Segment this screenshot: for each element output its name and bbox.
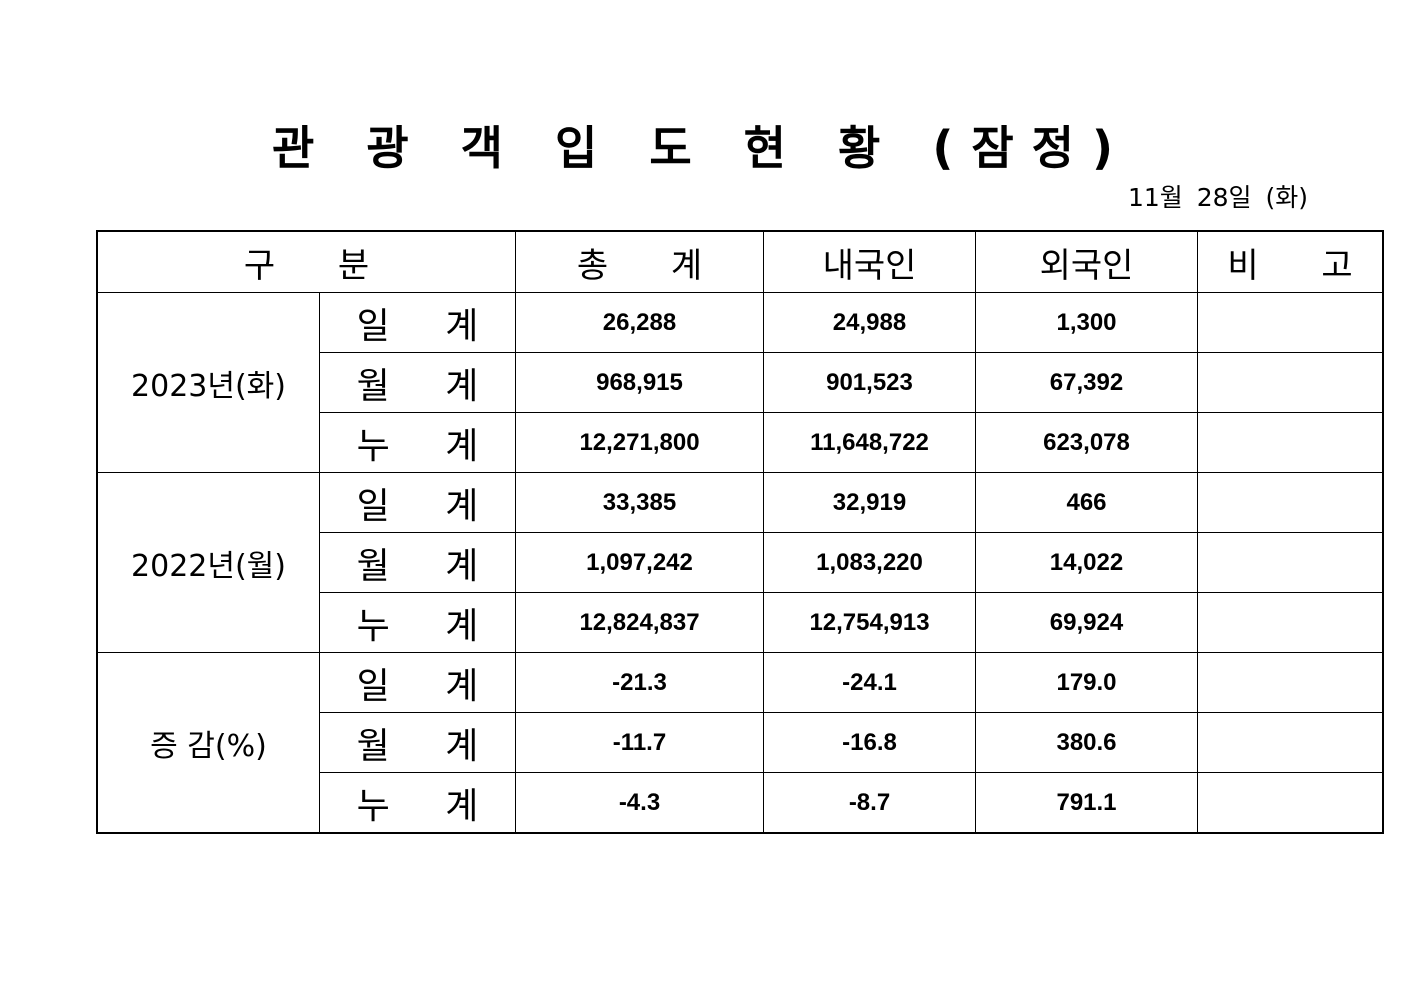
row-label: 일 계 (319, 292, 516, 353)
foreign-cell: 1,300 (975, 292, 1198, 353)
total-cell: 968,915 (515, 352, 764, 413)
row-label: 누 계 (319, 592, 516, 653)
foreign-cell: 623,078 (975, 412, 1198, 473)
domestic-cell: 12,754,913 (763, 592, 976, 653)
domestic-cell: 1,083,220 (763, 532, 976, 593)
foreign-cell: 179.0 (975, 652, 1198, 713)
row-label: 월 계 (319, 532, 516, 593)
group-label: 2022년(월) (96, 472, 320, 653)
table-row: 누 계 -4.3 -8.7 791.1 (97, 772, 1384, 834)
domestic-cell: -24.1 (763, 652, 976, 713)
domestic-cell: 32,919 (763, 472, 976, 533)
domestic-cell: 24,988 (763, 292, 976, 353)
note-cell (1197, 352, 1384, 413)
domestic-cell: -8.7 (763, 772, 976, 834)
header-foreign: 외국인 (975, 230, 1198, 293)
row-label: 누 계 (319, 772, 516, 834)
domestic-cell: -16.8 (763, 712, 976, 773)
domestic-cell: 11,648,722 (763, 412, 976, 473)
note-cell (1197, 472, 1384, 533)
total-cell: -4.3 (515, 772, 764, 834)
total-cell: -11.7 (515, 712, 764, 773)
note-cell (1197, 712, 1384, 773)
note-cell (1197, 532, 1384, 593)
total-cell: 1,097,242 (515, 532, 764, 593)
table-row: 월 계 1,097,242 1,083,220 14,022 (97, 532, 1384, 593)
domestic-cell: 901,523 (763, 352, 976, 413)
row-label: 월 계 (319, 712, 516, 773)
row-label: 일 계 (319, 652, 516, 713)
tourist-arrivals-table: 구 분 총 계 내국인 외국인 비 고 2023년(화) 일 계 26,288 24,… (96, 230, 1384, 834)
header-domestic: 내국인 (763, 230, 976, 293)
table-row: 증 감(%) 일 계 -21.3 -24.1 179.0 (96, 652, 1384, 834)
foreign-cell: 791.1 (975, 772, 1198, 834)
report-date: 11월 28일 (화) (1127, 183, 1308, 212)
total-cell: -21.3 (515, 652, 764, 713)
total-cell: 12,271,800 (515, 412, 764, 473)
table-row: 누 계 12,824,837 12,754,913 69,924 (97, 592, 1384, 653)
row-label: 일 계 (319, 472, 516, 533)
header-note: 비 고 (1197, 230, 1384, 293)
group-label: 2023년(화) (96, 292, 320, 473)
foreign-cell: 466 (975, 472, 1198, 533)
note-cell (1197, 412, 1384, 473)
foreign-cell: 380.6 (975, 712, 1198, 773)
note-cell (1197, 592, 1384, 653)
group-label: 증 감(%) (96, 652, 320, 834)
note-cell (1197, 292, 1384, 353)
total-cell: 26,288 (515, 292, 764, 353)
note-cell (1197, 772, 1384, 834)
header-category: 구 분 (96, 230, 516, 293)
table-row: 월 계 -11.7 -16.8 380.6 (97, 712, 1384, 773)
row-label: 월 계 (319, 352, 516, 413)
table-row: 2022년(월) 일 계 33,385 32,919 466 (96, 472, 1384, 653)
foreign-cell: 69,924 (975, 592, 1198, 653)
table-row: 누 계 12,271,800 11,648,722 623,078 (97, 412, 1384, 473)
total-cell: 33,385 (515, 472, 764, 533)
header-total: 총 계 (515, 230, 764, 293)
page-title: 관 광 객 입 도 현 황 (잠정) (271, 121, 1132, 175)
header-row: 구 분 총 계 내국인 외국인 비 고 (96, 230, 1384, 293)
foreign-cell: 14,022 (975, 532, 1198, 593)
row-label: 누 계 (319, 412, 516, 473)
foreign-cell: 67,392 (975, 352, 1198, 413)
table-row: 2023년(화) 일 계 26,288 24,988 1,300 (96, 292, 1384, 473)
note-cell (1197, 652, 1384, 713)
total-cell: 12,824,837 (515, 592, 764, 653)
